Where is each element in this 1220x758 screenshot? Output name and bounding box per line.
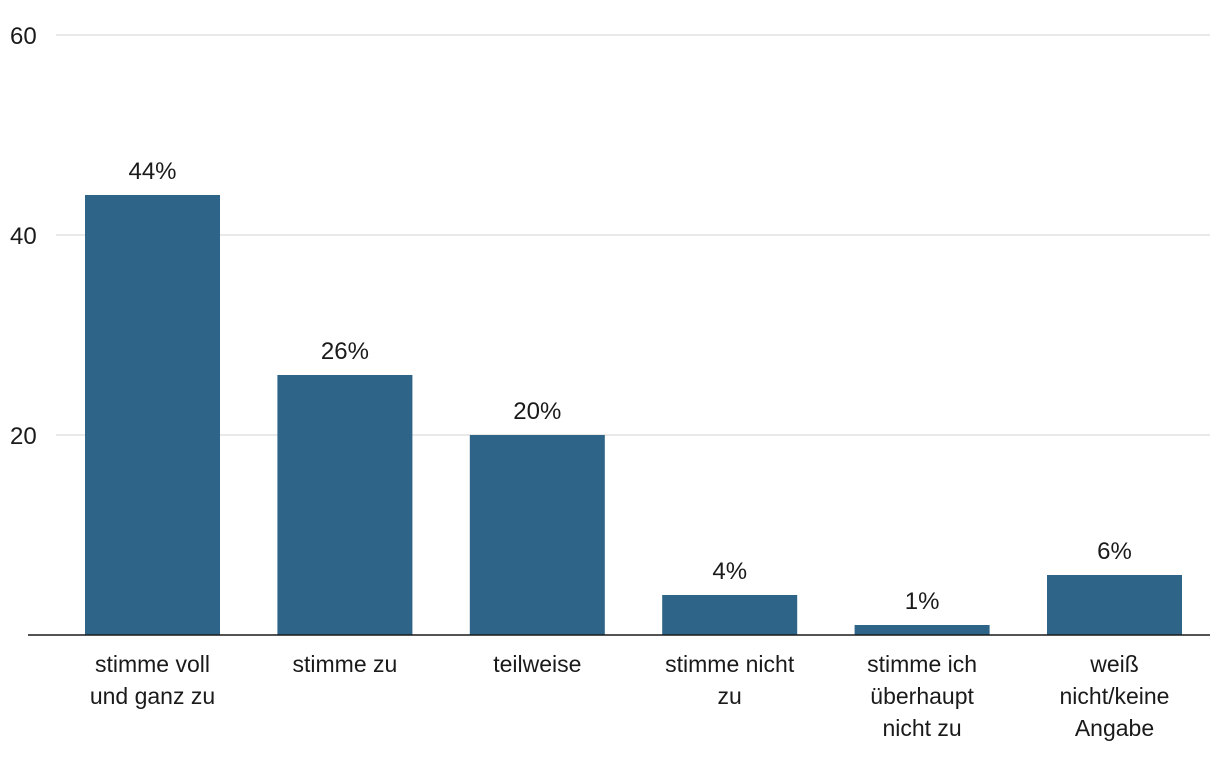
bar bbox=[277, 375, 413, 635]
bar-value-label: 1% bbox=[905, 588, 940, 615]
category-label: stimme ich überhaupt nicht zu bbox=[867, 651, 977, 741]
category-label: weiß nicht/keine Angabe bbox=[1060, 651, 1170, 741]
category-label-line: überhaupt bbox=[870, 683, 974, 709]
category-label-line: weiß bbox=[1089, 651, 1139, 677]
category-label-line: nicht zu bbox=[882, 715, 961, 741]
bar-value-label: 26% bbox=[321, 338, 369, 365]
bar bbox=[854, 625, 990, 635]
category-label-line: zu bbox=[718, 683, 742, 709]
data-labels: 44% 26% 20% 4% 1% 6% bbox=[128, 158, 1131, 615]
bar bbox=[85, 195, 220, 635]
bar-value-label: 20% bbox=[513, 398, 561, 425]
grid: 20 40 60 bbox=[10, 23, 1210, 450]
bar bbox=[1047, 575, 1182, 635]
y-tick-label: 60 bbox=[10, 23, 37, 50]
bar-value-label: 4% bbox=[712, 558, 747, 585]
category-label: stimme nicht zu bbox=[665, 651, 795, 709]
category-label-line: und ganz zu bbox=[90, 683, 215, 709]
y-tick-label: 40 bbox=[10, 223, 37, 250]
bar bbox=[662, 595, 798, 635]
category-label-line: Angabe bbox=[1075, 715, 1154, 741]
bar-value-label: 6% bbox=[1097, 538, 1132, 565]
category-label: stimme voll und ganz zu bbox=[90, 651, 215, 709]
bar bbox=[469, 435, 605, 635]
category-label-line: stimme nicht bbox=[665, 651, 795, 677]
y-tick-label: 20 bbox=[10, 423, 37, 450]
category-label: teilweise bbox=[493, 651, 581, 677]
category-label-line: nicht/keine bbox=[1060, 683, 1170, 709]
category-label: stimme zu bbox=[293, 651, 398, 677]
bar-value-label: 44% bbox=[128, 158, 176, 185]
category-labels: stimme voll und ganz zu stimme zu teilweise… bbox=[90, 651, 1170, 741]
category-label-line: teilweise bbox=[493, 651, 581, 677]
bars bbox=[85, 195, 1182, 635]
category-label-line: stimme zu bbox=[293, 651, 398, 677]
category-label-line: stimme voll bbox=[95, 651, 210, 677]
category-label-line: stimme ich bbox=[867, 651, 977, 677]
